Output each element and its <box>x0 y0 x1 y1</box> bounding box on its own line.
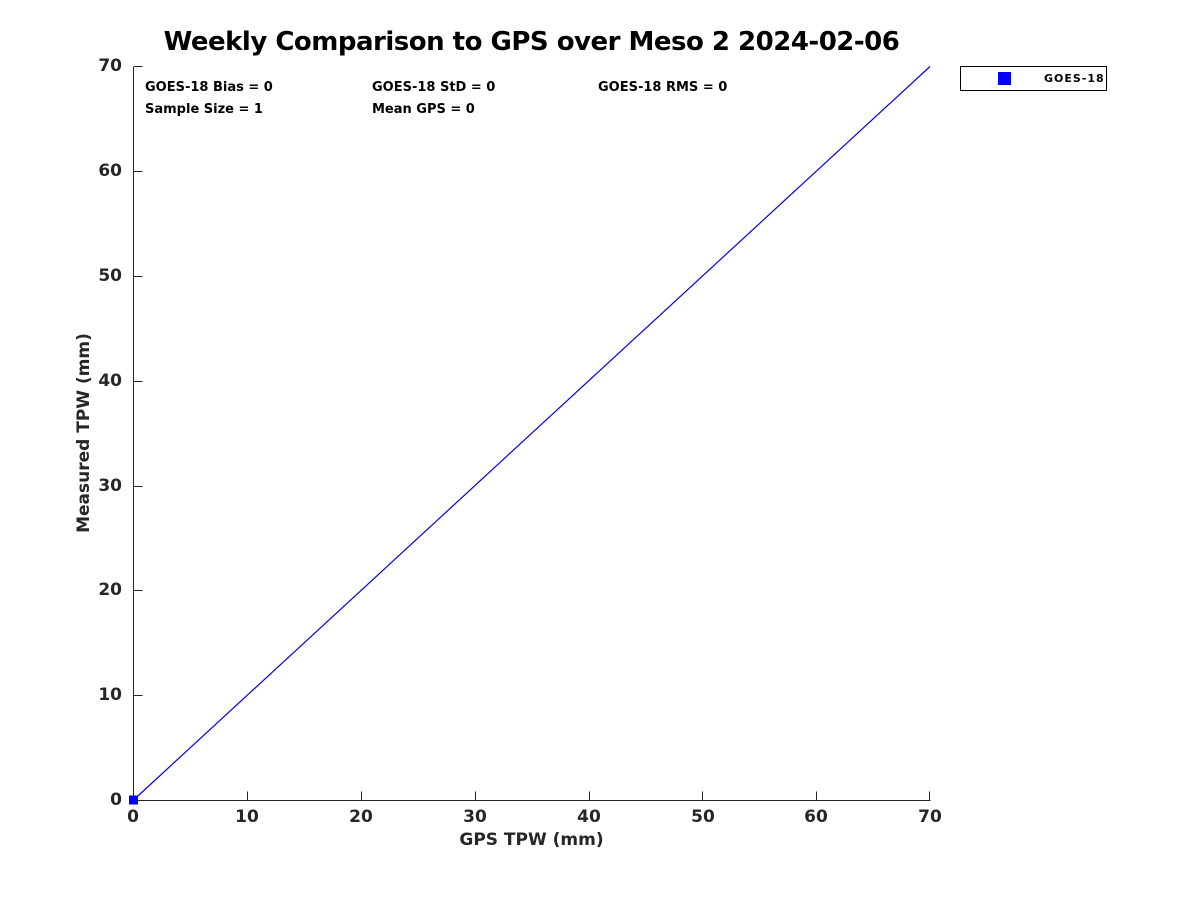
x-tick-label: 50 <box>691 807 715 827</box>
y-tick-label: 70 <box>98 56 122 76</box>
x-tick-label: 40 <box>577 807 601 827</box>
axis-spines <box>133 66 931 801</box>
y-tick-label: 10 <box>98 685 122 705</box>
identity-line <box>133 66 931 801</box>
y-tick-label: 60 <box>98 161 122 181</box>
x-tick-label: 30 <box>463 807 487 827</box>
y-tick-label: 30 <box>98 476 122 496</box>
data-point-marker <box>129 795 138 805</box>
legend-marker-square-icon <box>998 72 1011 85</box>
legend-label: GOES-18 <box>1044 72 1105 85</box>
y-tick-label: 40 <box>98 371 122 391</box>
stat-mean-gps: Mean GPS = 0 <box>372 102 475 117</box>
y-tick-label: 20 <box>98 580 122 600</box>
x-tick-label: 10 <box>235 807 259 827</box>
chart-title: Weekly Comparison to GPS over Meso 2 202… <box>163 27 900 57</box>
x-tick-label: 20 <box>349 807 373 827</box>
y-axis-label: Measured TPW (mm) <box>74 333 94 533</box>
x-tick-label: 60 <box>804 807 828 827</box>
y-tick-label: 50 <box>98 266 122 286</box>
x-axis-label: GPS TPW (mm) <box>459 830 604 850</box>
y-tick-label: 0 <box>110 790 122 810</box>
stat-bias: GOES-18 Bias = 0 <box>145 80 273 95</box>
stat-sample-size: Sample Size = 1 <box>145 102 263 117</box>
x-tick-label: 70 <box>918 807 942 827</box>
stat-std: GOES-18 StD = 0 <box>372 80 496 95</box>
x-tick-marks <box>133 791 930 800</box>
stat-rms: GOES-18 RMS = 0 <box>598 80 728 95</box>
y-tick-marks <box>134 66 143 801</box>
x-tick-label: 0 <box>127 807 139 827</box>
legend: GOES-18 <box>960 66 1107 91</box>
